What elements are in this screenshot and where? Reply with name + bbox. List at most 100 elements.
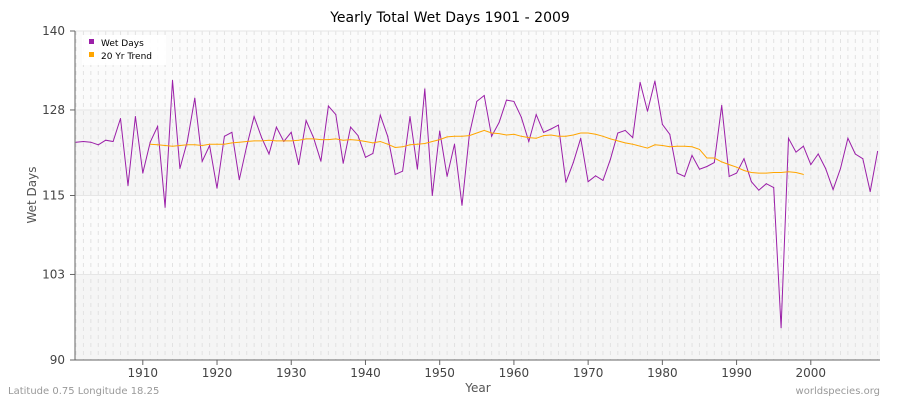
trend-point [513, 133, 515, 135]
footer-source: worldspecies.org [796, 386, 880, 397]
wet-days-point [268, 153, 270, 155]
trend-point [765, 172, 767, 174]
trend-point [209, 143, 211, 145]
wet-days-point [498, 121, 500, 123]
wet-days-point [90, 141, 92, 143]
x-tick-label: 1960 [499, 366, 530, 380]
y-tick-label: 103 [42, 267, 65, 281]
wet-days-point [661, 123, 663, 125]
trend-point [313, 138, 315, 140]
wet-days-point [357, 135, 359, 137]
wet-days-point [387, 135, 389, 137]
trend-point [402, 146, 404, 148]
wet-days-point [335, 114, 337, 116]
trend-point [320, 139, 322, 141]
trend-point [535, 137, 537, 139]
wet-days-point [454, 143, 456, 145]
wet-days-point [862, 158, 864, 160]
trend-point [379, 141, 381, 143]
trend-point [327, 139, 329, 141]
wet-days-point [275, 126, 277, 128]
wet-days-point [765, 183, 767, 185]
y-tick-label: 128 [42, 103, 65, 117]
wet-days-point [743, 158, 745, 160]
wet-days-point [609, 158, 611, 160]
wet-days-point [476, 100, 478, 102]
trend-point [684, 145, 686, 147]
wet-days-point [795, 151, 797, 153]
wet-days-point [877, 150, 879, 152]
wet-days-point [416, 168, 418, 170]
trend-point [179, 144, 181, 146]
trend-point [364, 141, 366, 143]
wet-days-point [491, 135, 493, 137]
wet-days-point [483, 94, 485, 96]
trend-point [543, 135, 545, 137]
trend-point [298, 139, 300, 141]
footer-coordinates: Latitude 0.75 Longitude 18.25 [8, 386, 159, 397]
wet-days-point [112, 141, 114, 143]
wet-days-point [82, 141, 84, 143]
wet-days-point [439, 130, 441, 132]
trend-point [186, 144, 188, 146]
trend-point [283, 140, 285, 142]
trend-point [498, 133, 500, 135]
trend-point [647, 147, 649, 149]
trend-point [572, 134, 574, 136]
wet-days-point [773, 187, 775, 189]
legend-swatch-trend [89, 52, 94, 57]
trend-point [461, 135, 463, 137]
y-tick-label: 115 [42, 189, 65, 203]
wet-days-point [201, 160, 203, 162]
wet-days-point [750, 181, 752, 183]
trend-point [520, 135, 522, 137]
wet-days-point [194, 97, 196, 99]
y-axis-label: Wet Days [25, 166, 39, 223]
wet-days-point [290, 131, 292, 133]
trend-point [261, 140, 263, 142]
wet-days-point [327, 105, 329, 107]
trend-point [446, 136, 448, 138]
wet-days-point [535, 114, 537, 116]
wet-days-point [654, 80, 656, 82]
trend-point [624, 142, 626, 144]
trend-point [246, 141, 248, 143]
wet-days-point [847, 137, 849, 139]
wet-days-point [179, 168, 181, 170]
wet-days-point [788, 137, 790, 139]
wet-days-point [402, 170, 404, 172]
trend-point [372, 142, 374, 144]
legend-swatch-wet-days [89, 39, 94, 44]
trend-point [632, 143, 634, 145]
wet-days-point [691, 154, 693, 156]
trend-point [528, 137, 530, 139]
wet-days-point [565, 181, 567, 183]
trend-point [149, 143, 151, 145]
wet-days-point [624, 129, 626, 131]
trend-point [342, 139, 344, 141]
wet-days-point [505, 99, 507, 101]
legend-box [82, 35, 166, 65]
wet-days-point [186, 141, 188, 143]
trend-point [602, 135, 604, 137]
wet-days-point [736, 172, 738, 174]
trend-point [595, 133, 597, 135]
trend-point [676, 145, 678, 147]
wet-days-point [305, 119, 307, 121]
trend-point [194, 144, 196, 146]
wet-days-point [602, 179, 604, 181]
wet-days-point [364, 156, 366, 158]
trend-point [468, 135, 470, 137]
wet-days-point [246, 145, 248, 147]
trend-point [483, 129, 485, 131]
wet-days-point [632, 137, 634, 139]
wet-days-point [342, 162, 344, 164]
wet-days-point [164, 206, 166, 208]
wet-days-point [617, 132, 619, 134]
trend-point [491, 132, 493, 134]
trend-point [654, 144, 656, 146]
x-axis-label: Year [464, 381, 490, 395]
wet-days-point [149, 141, 151, 143]
wet-days-point [802, 145, 804, 147]
